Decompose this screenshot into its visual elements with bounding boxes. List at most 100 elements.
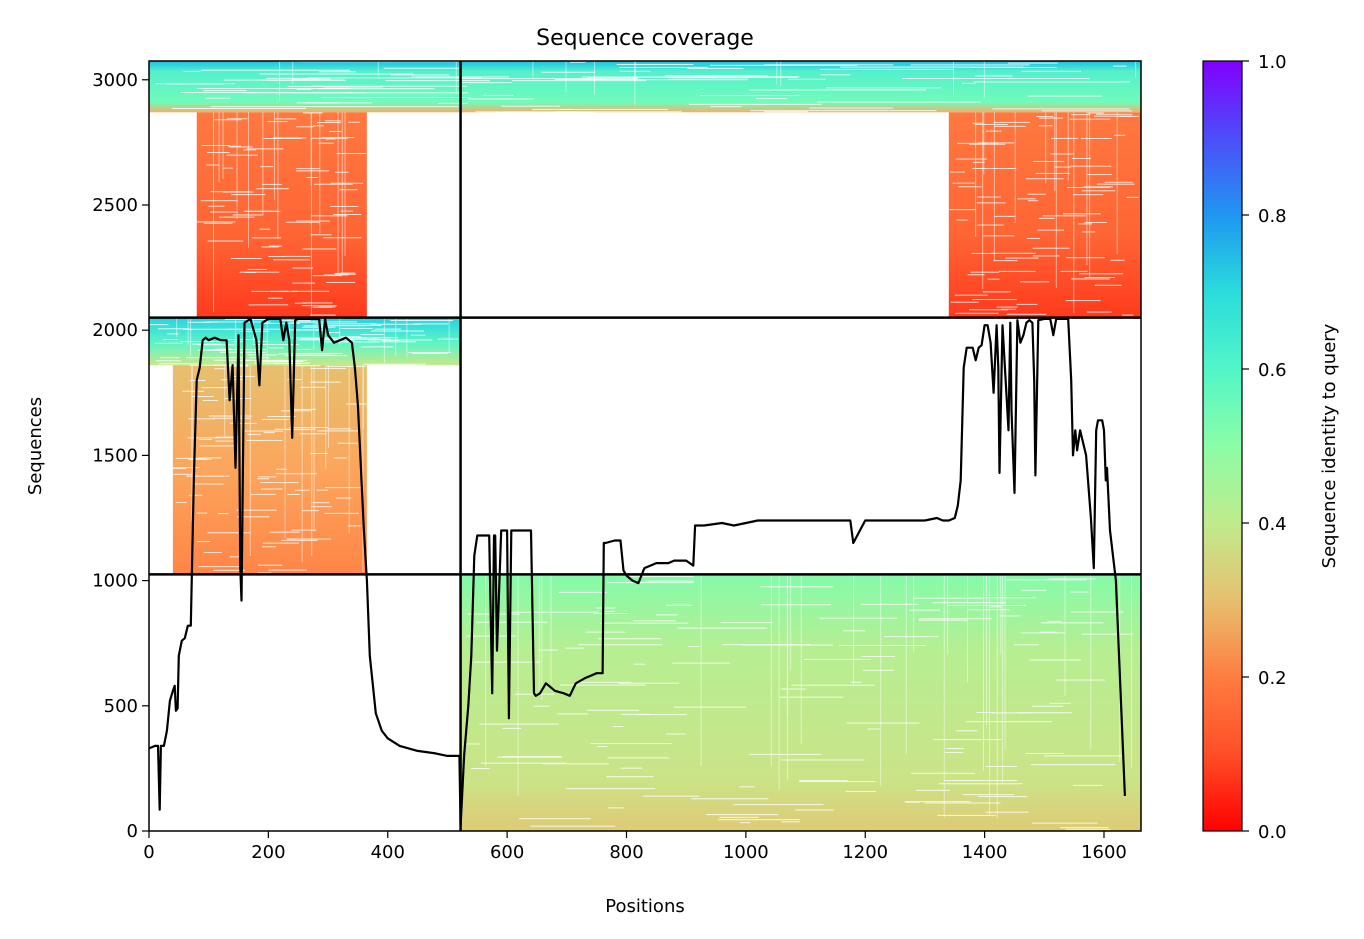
gap-streak [310, 112, 312, 316]
gap-streak [268, 297, 283, 299]
gap-streak [370, 330, 424, 332]
gap-streak [947, 574, 949, 655]
gap-streak [739, 786, 755, 788]
gap-streak [186, 357, 244, 359]
gap-streak [360, 346, 394, 348]
gap-streak [247, 433, 261, 435]
gap-streak [781, 688, 806, 690]
gap-streak [316, 122, 342, 124]
gap-streak [222, 112, 224, 179]
gap-streak [188, 458, 212, 460]
gap-streak [1055, 112, 1057, 288]
gap-streak [938, 783, 1023, 785]
gap-streak [280, 410, 312, 412]
gap-streak [310, 321, 322, 323]
gap-streak [187, 321, 210, 323]
gap-streak [1081, 633, 1134, 635]
gap-streak [319, 71, 356, 73]
gap-streak [999, 270, 1036, 272]
gap-streak [339, 189, 358, 191]
gap-streak [324, 86, 383, 88]
gap-streak [268, 347, 284, 349]
plot-frame [148, 60, 1142, 832]
gap-streak [975, 75, 1013, 77]
gap-streak [650, 76, 798, 78]
gap-streak [978, 796, 1028, 798]
gap-streak [699, 95, 800, 97]
gap-streak [633, 620, 676, 622]
gap-streak [448, 317, 450, 353]
gap-streak [1031, 705, 1064, 707]
gap-streak [853, 574, 855, 686]
gap-streak [958, 186, 982, 188]
gap-streak [839, 645, 926, 647]
gap-streak [550, 574, 552, 684]
y-tick-label: 0 [127, 821, 138, 842]
gap-streak [330, 341, 354, 343]
gap-streak [643, 79, 747, 81]
gap-streak [172, 467, 187, 469]
gap-streak [1087, 174, 1112, 176]
gap-streak [1047, 621, 1062, 623]
gap-streak [307, 77, 482, 79]
gap-streak [800, 574, 802, 744]
gap-streak [270, 290, 298, 292]
gap-streak [1054, 166, 1071, 168]
gap-streak [788, 78, 826, 80]
gap-streak [795, 809, 834, 811]
gap-streak [385, 80, 490, 82]
gap-streak [668, 78, 749, 80]
gap-streak [1064, 574, 1066, 696]
gap-streak [187, 437, 220, 439]
gap-streak [538, 649, 559, 651]
y-axis-label: Sequences [25, 397, 46, 495]
gap-streak [992, 108, 1130, 110]
gap-streak [908, 609, 941, 611]
gap-streak [205, 164, 219, 166]
gap-streak [291, 78, 331, 80]
gap-streak [764, 64, 894, 66]
gap-streak [1039, 631, 1058, 633]
gap-streak [312, 275, 342, 277]
gap-streak [509, 611, 600, 613]
gap-streak [700, 574, 702, 766]
gap-streak [880, 574, 882, 786]
gap-streak [787, 574, 789, 781]
gap-streak [207, 349, 227, 351]
gap-streak [950, 171, 966, 173]
coverage-gaps [149, 61, 1141, 830]
gap-streak [330, 338, 391, 340]
gap-streak [301, 305, 337, 307]
gap-streak [296, 168, 320, 170]
gap-streak [817, 101, 981, 103]
gap-streak [171, 107, 307, 109]
gap-streak [410, 334, 426, 336]
gap-streak [1070, 591, 1089, 593]
gap-streak [999, 615, 1021, 617]
gap-streak [586, 709, 639, 711]
y-tick-label: 2500 [92, 195, 138, 216]
gap-streak [207, 349, 266, 351]
gap-streak [1017, 712, 1072, 714]
gap-streak [593, 613, 628, 615]
gap-streak [1041, 110, 1132, 112]
gap-streak [256, 188, 289, 190]
gap-streak [328, 365, 330, 448]
gap-streak [976, 711, 995, 713]
gap-streak [155, 360, 181, 362]
gap-streak [324, 487, 362, 489]
gap-streak [1097, 183, 1135, 185]
gap-streak [263, 432, 275, 434]
gap-streak [291, 529, 317, 531]
gap-streak [1020, 632, 1066, 634]
gap-streak [955, 730, 978, 732]
gap-streak [597, 746, 608, 748]
gap-streak [340, 327, 373, 329]
gap-streak [262, 112, 264, 215]
gap-streak [468, 98, 533, 100]
gap-streak [292, 290, 330, 292]
y-tick-label: 1500 [92, 445, 138, 466]
gap-streak [990, 606, 1002, 608]
gap-streak [158, 363, 198, 365]
